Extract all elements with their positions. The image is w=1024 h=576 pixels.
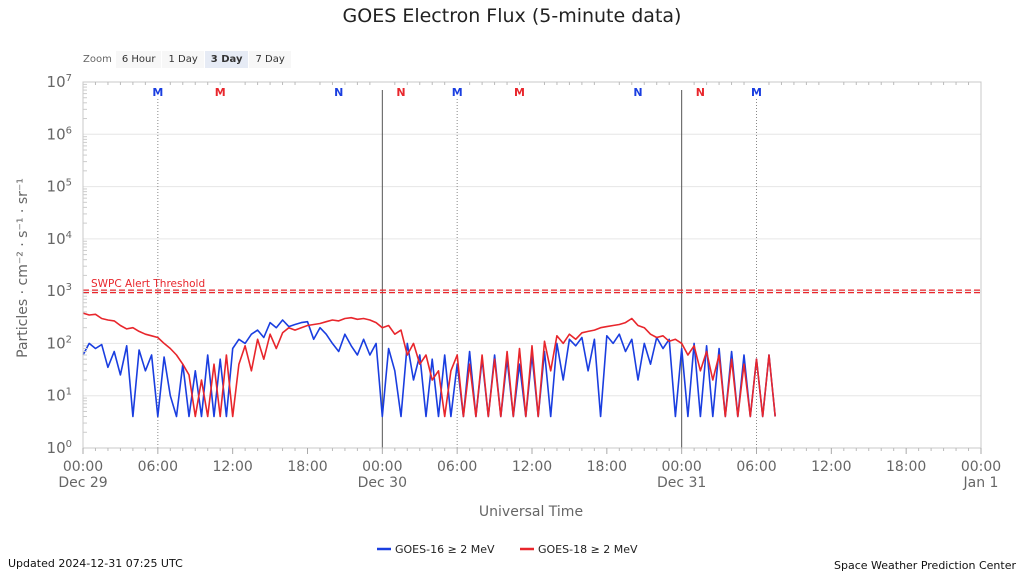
y-tick-label: 104	[47, 230, 72, 248]
threshold-label: SWPC Alert Threshold	[91, 278, 205, 290]
marker-label: N	[696, 86, 705, 99]
y-tick-label: 107	[47, 73, 72, 91]
day-boundaries	[381, 90, 683, 448]
marker-label: N	[633, 86, 642, 99]
x-tick-label: 00:00	[362, 459, 402, 475]
x-date-label: Jan 1	[963, 475, 999, 491]
credit-text: Space Weather Prediction Center	[834, 559, 1016, 572]
alert-threshold: SWPC Alert Threshold	[83, 278, 981, 294]
y-tick-label: 103	[47, 282, 72, 300]
y-tick-label: 106	[47, 125, 72, 143]
zoom-controls: Zoom 6 Hour 1 Day 3 Day 7 Day	[83, 51, 292, 68]
x-tick-label: 06:00	[736, 459, 776, 475]
series-line	[82, 312, 776, 418]
chart-title: GOES Electron Flux (5-minute data)	[342, 5, 682, 27]
x-tick-label: 00:00	[63, 459, 103, 475]
x-tick-label: 06:00	[437, 459, 477, 475]
x-tick-label: 12:00	[811, 459, 851, 475]
y-axis-label: Particles · cm⁻² · s⁻¹ · sr⁻¹	[15, 178, 31, 358]
marker-label: N	[396, 86, 405, 99]
marker-label: M	[452, 86, 463, 99]
marker-label: M	[215, 86, 226, 99]
marker-label: N	[334, 86, 343, 99]
zoom-3-day-button[interactable]: 3 Day	[204, 51, 249, 68]
legend-label: GOES-16 ≥ 2 MeV	[395, 543, 495, 556]
x-tick-label: 12:00	[512, 459, 552, 475]
legend-item-goes16[interactable]: GOES-16 ≥ 2 MeV	[377, 543, 495, 556]
x-date-label: Dec 29	[58, 475, 107, 491]
marker-label: M	[152, 86, 163, 99]
y-tick-label: 100	[47, 439, 72, 457]
y-tick-label: 105	[47, 178, 72, 196]
legend-item-goes18[interactable]: GOES-18 ≥ 2 MeV	[520, 543, 638, 556]
marker-label: M	[514, 86, 525, 99]
x-date-label: Dec 31	[657, 475, 706, 491]
series-lines	[82, 312, 776, 418]
legend: GOES-16 ≥ 2 MeV GOES-18 ≥ 2 MeV	[377, 543, 638, 556]
x-tick-label: 00:00	[961, 459, 1001, 475]
y-axis: 107 106 105 104 103 102 101 100	[47, 73, 87, 457]
zoom-1-day-button[interactable]: 1 Day	[162, 51, 204, 68]
x-date-label: Dec 30	[358, 475, 407, 491]
zoom-label: Zoom	[83, 54, 112, 65]
legend-label: GOES-18 ≥ 2 MeV	[538, 543, 638, 556]
y-tick-label: 101	[47, 387, 72, 405]
zoom-6-hour-button[interactable]: 6 Hour	[115, 51, 162, 68]
x-tick-label: 18:00	[587, 459, 627, 475]
x-tick-label: 06:00	[138, 459, 178, 475]
y-tick-label: 102	[47, 334, 72, 352]
zoom-7-day-button[interactable]: 7 Day	[249, 51, 291, 68]
x-axis-label: Universal Time	[479, 504, 583, 520]
marker-label: M	[751, 86, 762, 99]
x-tick-label: 12:00	[212, 459, 252, 475]
updated-timestamp: Updated 2024-12-31 07:25 UTC	[8, 557, 183, 570]
x-tick-label: 00:00	[661, 459, 701, 475]
x-tick-label: 18:00	[287, 459, 327, 475]
x-tick-label: 18:00	[886, 459, 926, 475]
